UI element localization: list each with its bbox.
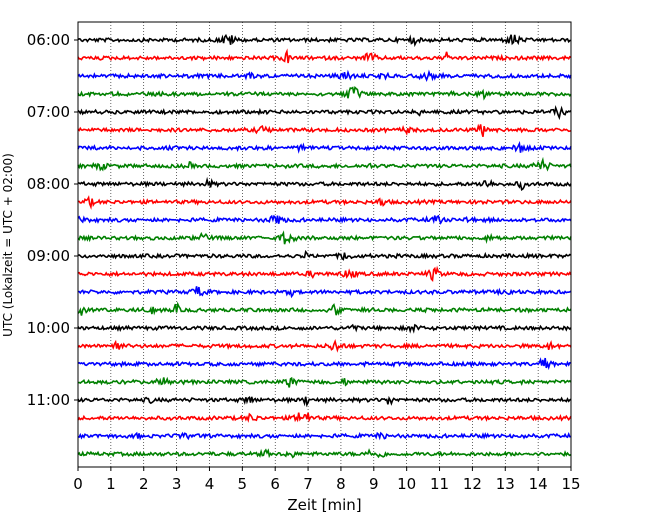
x-tick-label: 6 — [270, 475, 280, 493]
y-axis-ticks: 06:00 07:00 08:00 09:00 10:00 11:00 — [27, 31, 78, 409]
y-tick-label: 10:00 — [27, 319, 70, 337]
plot-frame — [77, 21, 572, 468]
trace-line — [77, 156, 572, 172]
trace-line — [77, 339, 572, 353]
trace-line — [77, 249, 572, 261]
trace-line — [77, 86, 572, 101]
trace-line — [77, 323, 572, 334]
trace-line — [77, 301, 572, 316]
trace-line — [77, 33, 572, 48]
x-tick-label: 13 — [496, 475, 515, 493]
y-axis-label: UTC (Lokalzeit = UTC + 02:00) — [1, 153, 15, 337]
trace-line — [77, 140, 572, 154]
x-tick-label: 12 — [463, 475, 482, 493]
x-tick-label: 1 — [106, 475, 116, 493]
trace-line — [77, 376, 572, 388]
x-axis-ticks: 0 1 2 3 4 5 6 7 8 9 10 11 12 13 14 15 — [73, 467, 581, 493]
y-tick-label: 07:00 — [27, 103, 70, 121]
trace-line — [77, 69, 572, 83]
y-tick-label: 08:00 — [27, 175, 70, 193]
x-tick-label: 2 — [139, 475, 149, 493]
y-tick-label: 06:00 — [27, 31, 70, 49]
trace-line — [77, 286, 572, 299]
y-tick-label: 09:00 — [27, 247, 70, 265]
trace-line — [77, 123, 572, 138]
trace-line — [77, 357, 572, 371]
trace-line — [77, 48, 572, 64]
x-tick-label: 3 — [172, 475, 182, 493]
trace-line — [77, 214, 572, 225]
x-tick-label: 15 — [561, 475, 580, 493]
trace-line — [77, 105, 572, 121]
x-tick-label: 5 — [238, 475, 248, 493]
trace-line — [77, 412, 572, 423]
trace-line — [77, 395, 572, 408]
trace-line — [77, 176, 572, 192]
x-tick-label: 14 — [529, 475, 548, 493]
trace-line — [77, 448, 572, 459]
x-tick-label: 0 — [73, 475, 83, 493]
x-axis-label: Zeit [min] — [287, 496, 361, 514]
trace-group — [77, 33, 572, 459]
trace-line — [77, 265, 572, 282]
x-tick-label: 8 — [336, 475, 346, 493]
trace-line — [77, 230, 572, 245]
y-tick-label: 11:00 — [27, 391, 70, 409]
x-tick-label: 11 — [430, 475, 449, 493]
trace-line — [77, 431, 572, 441]
vertical-grid — [110, 22, 539, 467]
trace-line — [78, 195, 572, 210]
x-tick-label: 9 — [369, 475, 379, 493]
x-tick-label: 4 — [205, 475, 215, 493]
x-tick-label: 10 — [397, 475, 416, 493]
x-tick-label: 7 — [303, 475, 313, 493]
